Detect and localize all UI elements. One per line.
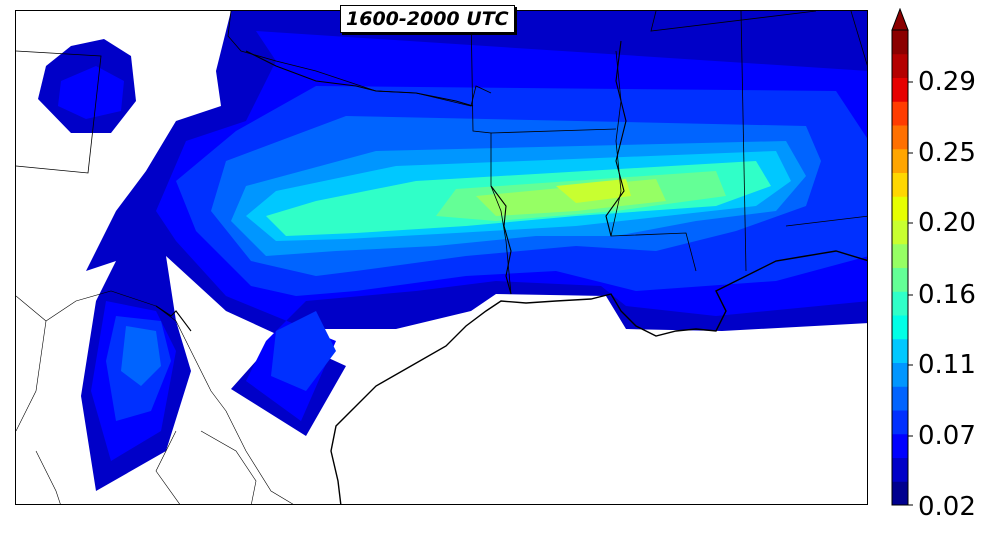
state-borders [16,11,867,295]
border-line [16,290,294,504]
colorbar-segment [892,220,908,245]
contour-level-2c [58,66,124,119]
colorbar-segment [892,410,908,435]
colorbar-segment [892,125,908,150]
probability-contour-map [16,11,867,504]
colorbar-segments [891,8,909,506]
north-river [245,50,474,107]
colorbar-segment [892,291,908,316]
contour-level-10 [556,179,631,203]
mississippi-river [605,40,627,237]
mexico-borders [16,290,294,504]
colorbar-segment [892,457,908,482]
colorbar-segment [892,338,908,363]
colorbar-ticks [908,81,913,506]
colorbar-tick-label: 0.11 [918,350,976,380]
colorbar-tick-label: 0.07 [918,421,976,451]
colorbar-tick-label: 0.20 [918,208,976,238]
colorbar-segment [892,481,908,506]
border-line [35,450,61,504]
colorbar-segment [892,30,908,55]
rio-grande [155,305,192,332]
colorbar-segment [892,77,908,102]
colorbar-segment [892,386,908,411]
colorbar-extend-max [891,8,909,31]
colorbar-segment [892,196,908,221]
red-river [490,185,512,295]
map-panel [15,10,868,505]
gulf-coastline [330,250,867,504]
border-line [490,128,617,134]
border-line [227,11,492,107]
colorbar-frame [891,29,909,506]
colorbar-segment [892,243,908,268]
colorbar-tick-label: 0.16 [918,280,976,310]
colorbar-segment [892,101,908,126]
border-line [850,11,867,66]
colorbar-tick-label: 0.25 [918,138,976,168]
border-line [785,215,867,227]
border-line [16,50,102,174]
contour-level-3c [271,311,336,391]
colorbar-segment [892,53,908,78]
border-line [740,11,747,272]
border-line [155,430,180,504]
colorbar-segment [892,315,908,340]
colorbar-tick-label: 0.29 [918,67,976,97]
colorbar-segment [892,172,908,197]
colorbar [891,8,913,506]
colorbar-segment [892,433,908,458]
colorbar-tick-label: 0.02 [918,492,976,522]
colorbar-segment [892,362,908,387]
colorbar-segment [892,267,908,292]
colorbar-segment [892,148,908,173]
map-title: 1600-2000 UTC [340,5,515,33]
border-line [650,11,817,32]
border-line [16,320,47,432]
contour-fills [38,11,867,491]
contour-level-4b [121,326,161,386]
border-line [200,430,257,504]
